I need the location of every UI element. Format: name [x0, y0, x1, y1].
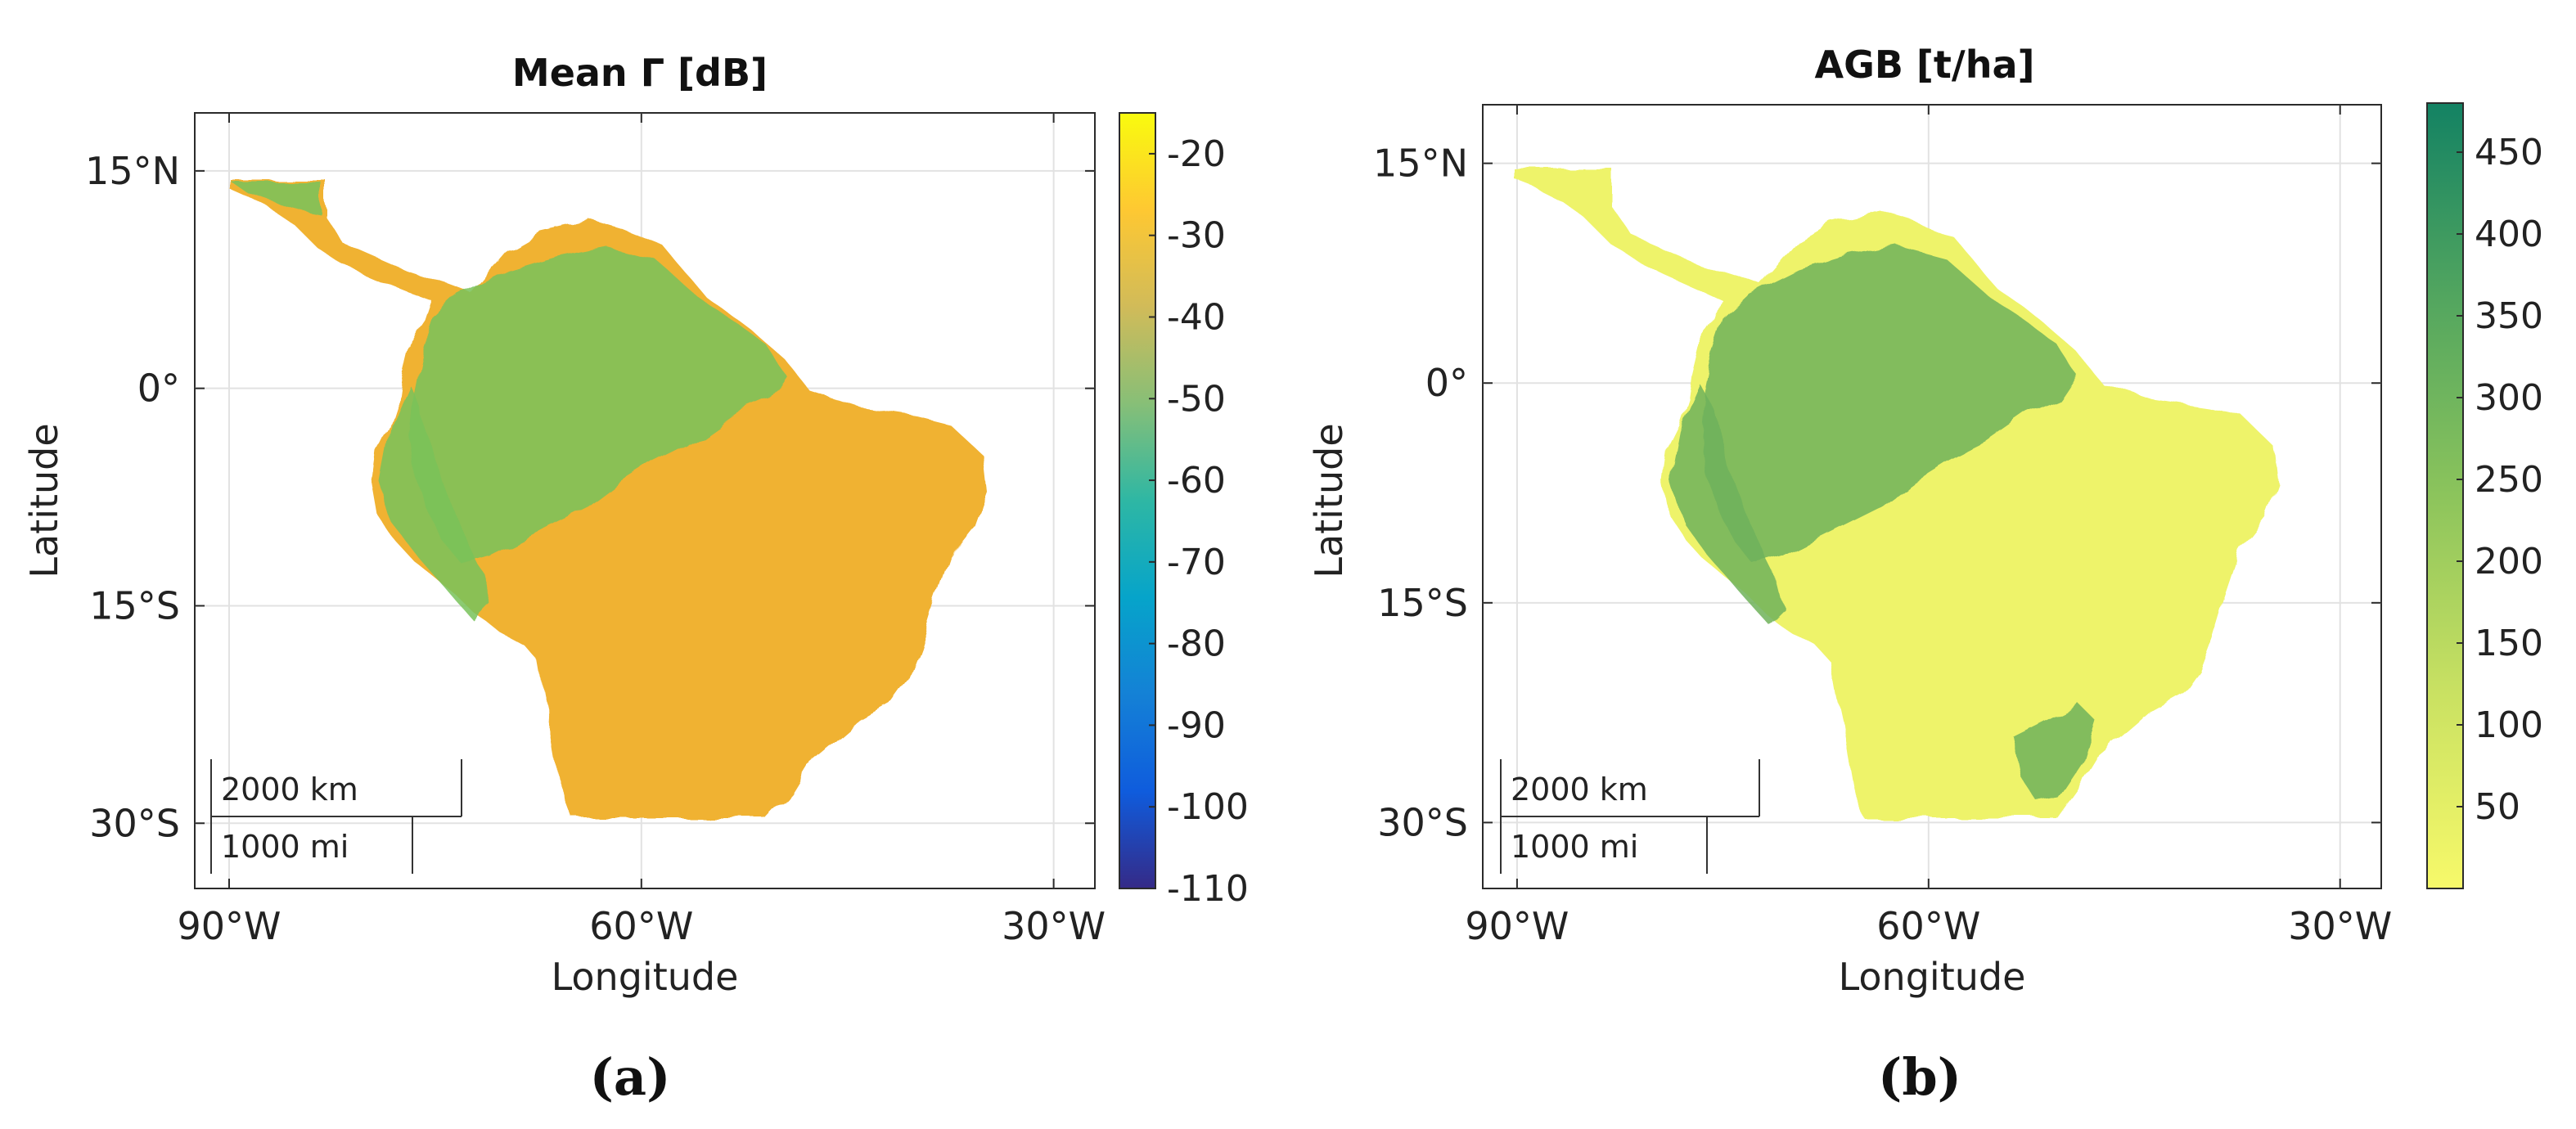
panel-a-y-tick-label-2: 15°S [89, 583, 180, 627]
panel-a-forest-andes [381, 385, 491, 622]
panel-b-y-tick-label-3: 30°S [1377, 800, 1468, 844]
panel-b-x-tick-label-0: 90°W [1465, 904, 1569, 948]
panel-b-ylabel: Latitude [1307, 423, 1351, 578]
panel-a-colorbar-ticks: -20 -30 -40 -50 -60 -70 -80 -90 -100 -110 [1149, 133, 1249, 910]
panel-a-x-tick-label-1: 60°W [589, 904, 693, 948]
panel-a-colorbar-tick-label-5: -70 [1167, 542, 1226, 583]
panel-b-scale-bar: 2000 km 1000 mi [1500, 759, 1760, 874]
panel-a-colorbar-tick-label-8: -100 [1167, 786, 1249, 828]
panel-a-y-tick-label-1: 0° [137, 367, 180, 411]
panel-b-y-tick-label-1: 0° [1425, 361, 1468, 405]
panel-b-colorbar-tick-label-2: 350 [2475, 295, 2543, 337]
panel-b-title: AGB [t/ha] [1814, 43, 2034, 87]
panel-b-map [1515, 170, 2277, 818]
panel-a-forest-central-america [231, 182, 321, 214]
panel-a: Mean Γ [dB] 90°W 60°W 30°W 15°N0°15°S30°S … [22, 51, 1249, 1107]
panel-a-ylabel: Latitude [22, 423, 66, 578]
panel-a-colorbar-tick-label-4: -60 [1167, 460, 1226, 502]
panel-a-x-ticks: 90°W 60°W 30°W [177, 113, 1106, 948]
panel-b-colorbar-tick-label-5: 200 [2475, 541, 2543, 582]
panel-a-y-ticks: 15°N 0° 15°S 30°S [85, 149, 1095, 845]
panel-b-scale-km-label: 2000 km [1511, 771, 1648, 807]
panel-b-x-tick-label-2: 30°W [2288, 904, 2392, 948]
panel-a-land [231, 180, 986, 818]
panel-a-colorbar-tick-label-0: -20 [1167, 133, 1226, 175]
panel-a-x-tick-label-2: 30°W [1002, 904, 1106, 948]
panel-b-y-tick-label-2: 15°S [1377, 581, 1468, 625]
panel-b-xlabel: Longitude [1839, 955, 2026, 999]
panel-a-x-tick-label-0: 90°W [177, 904, 281, 948]
panel-b-y-ticks: 15°N 0° 15°S 30°S [1373, 142, 2381, 844]
panel-b-forest-andes [1672, 385, 1782, 622]
panel-b-colorbar-ticks: 450 400 350 300 250 200 150 100 50 [2457, 132, 2543, 828]
panel-a-map [231, 180, 986, 818]
panel-b-forest-amazon [1700, 245, 2077, 564]
panel-b-colorbar-tick-label-4: 250 [2475, 459, 2543, 501]
panel-a-colorbar-tick-label-3: -50 [1167, 378, 1226, 420]
panel-a-colorbar-tick-label-2: -40 [1167, 296, 1226, 338]
panel-b-colorbar-tick-label-1: 400 [2475, 214, 2543, 255]
panel-a-y-tick-label-3: 30°S [89, 801, 180, 845]
panel-b-y-tick-label-0: 15°N [1373, 142, 1468, 186]
panel-b-colorbar-tick-label-7: 100 [2475, 704, 2543, 746]
panel-b-x-tick-label-1: 60°W [1876, 904, 1980, 948]
panel-a-y-tick-label-0: 15°N [85, 149, 180, 193]
panel-a-scale-km-label: 2000 km [221, 771, 358, 807]
panel-b: AGB [t/ha] 90°W 60°W 30°W 15°N 0° 15°S 30°S L… [1307, 43, 2543, 1107]
panel-a-forest-amazon [409, 245, 786, 564]
panel-a-colorbar [1119, 112, 1156, 889]
panel-b-label: (b) [1878, 1047, 1961, 1107]
panel-a-colorbar-tick-label-7: -90 [1167, 704, 1226, 746]
panel-a-colorbar-tick-label-9: -110 [1167, 868, 1249, 910]
panel-b-x-ticks: 90°W 60°W 30°W [1465, 105, 2392, 948]
panel-b-scale-mi-label: 1000 mi [1511, 829, 1638, 865]
panel-b-colorbar-tick-label-8: 50 [2475, 786, 2520, 828]
panel-a-scale-bar: 2000 km 1000 mi [210, 759, 462, 874]
panel-a-label: (a) [590, 1047, 671, 1107]
panel-b-colorbar-tick-label-6: 150 [2475, 623, 2543, 664]
panel-b-colorbar-tick-label-3: 300 [2475, 377, 2543, 419]
panel-a-colorbar-tick-label-1: -30 [1167, 215, 1226, 257]
panel-a-scale-mi-label: 1000 mi [221, 829, 349, 865]
panel-a-colorbar-tick-label-6: -80 [1167, 623, 1226, 665]
panel-b-colorbar [2426, 102, 2464, 889]
panel-a-xlabel: Longitude [552, 955, 739, 999]
panel-b-forest-atlantic [2013, 704, 2095, 802]
panel-a-title: Mean Γ [dB] [512, 51, 768, 95]
panel-b-colorbar-tick-label-0: 450 [2475, 132, 2543, 173]
